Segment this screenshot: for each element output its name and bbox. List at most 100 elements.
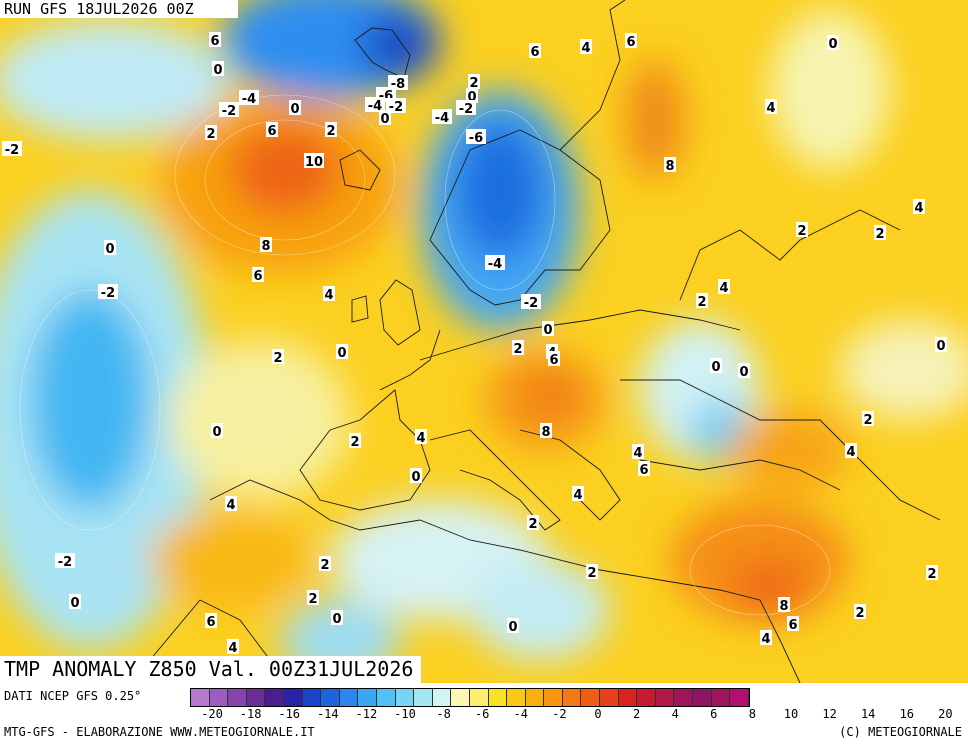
- svg-text:6: 6: [267, 124, 276, 139]
- anomaly-label: 2: [468, 74, 480, 91]
- colorbar-tick-label: 10: [783, 707, 799, 721]
- map-title: TMP ANOMALY Z850 Val. 00Z31JUL2026: [0, 656, 422, 683]
- svg-text:-2: -2: [524, 296, 538, 311]
- svg-text:6: 6: [253, 269, 262, 284]
- svg-text:6: 6: [788, 618, 797, 633]
- svg-text:4: 4: [416, 431, 425, 446]
- colorbar-tick-label: -2: [552, 707, 567, 721]
- svg-text:-2: -2: [58, 555, 72, 570]
- svg-text:-2: -2: [5, 143, 19, 158]
- svg-text:4: 4: [324, 288, 333, 303]
- colorbar-tick-label: 14: [860, 707, 876, 721]
- svg-text:0: 0: [739, 365, 748, 380]
- svg-text:2: 2: [528, 517, 537, 532]
- anomaly-label: 2: [586, 564, 598, 581]
- anomaly-label: -4: [432, 109, 452, 126]
- svg-text:2: 2: [350, 435, 359, 450]
- anomaly-label: 4: [225, 496, 237, 513]
- svg-text:8: 8: [261, 239, 270, 254]
- colorbar-swatch: [395, 689, 415, 706]
- colorbar-tick-label: -8: [436, 707, 451, 721]
- svg-text:4: 4: [719, 281, 728, 296]
- anomaly-label: 4: [913, 199, 925, 216]
- anomaly-label: 6: [205, 613, 217, 630]
- anomaly-label: 0: [507, 618, 519, 635]
- svg-text:2: 2: [855, 606, 864, 621]
- anomaly-label: -6: [466, 129, 486, 146]
- svg-text:2: 2: [326, 124, 335, 139]
- anomaly-label: 0: [331, 610, 343, 627]
- colorbar-swatch: [693, 689, 712, 706]
- svg-text:10: 10: [305, 155, 323, 170]
- anomaly-label: 6: [787, 616, 799, 633]
- svg-text:0: 0: [508, 620, 517, 635]
- svg-text:4: 4: [581, 41, 590, 56]
- colorbar-swatch: [655, 689, 675, 706]
- anomaly-label: -2: [55, 553, 75, 570]
- anomaly-label: 2: [319, 556, 331, 573]
- anomaly-label: 2: [527, 515, 539, 532]
- colorbar-tick-label: -18: [239, 707, 262, 721]
- anomaly-label: 4: [572, 486, 584, 503]
- anomaly-label: 4: [580, 39, 592, 56]
- colorbar-swatch: [358, 689, 377, 706]
- colorbar-swatch: [674, 689, 694, 706]
- colorbar-swatch: [618, 689, 638, 706]
- anomaly-label: 0: [542, 321, 554, 338]
- svg-text:8: 8: [541, 425, 550, 440]
- colorbar-tick-label: 8: [748, 707, 757, 721]
- svg-text:0: 0: [105, 242, 114, 257]
- svg-text:4: 4: [573, 488, 582, 503]
- anomaly-label: 0: [935, 337, 947, 354]
- anomaly-label: 0: [69, 594, 81, 611]
- colorbar-tick-label: 6: [710, 707, 718, 721]
- colorbar-tick-label: 4: [671, 707, 679, 721]
- colorbar-tick-label: 12: [822, 707, 837, 721]
- svg-text:0: 0: [213, 63, 222, 78]
- svg-text:0: 0: [290, 102, 299, 117]
- svg-text:6: 6: [626, 35, 635, 50]
- svg-text:0: 0: [380, 112, 389, 127]
- anomaly-label: 0: [738, 363, 750, 380]
- credit-text: MTG-GFS - ELABORAZIONE WWW.METEOGIORNALE…: [4, 725, 315, 739]
- colorbar-swatch: [246, 689, 266, 706]
- colorbar-tick-label: -20: [201, 707, 223, 721]
- colorbar-swatch: [209, 689, 229, 706]
- colorbar-tick-label: -6: [474, 707, 490, 721]
- anomaly-label: 6: [266, 122, 278, 139]
- anomaly-label: 6: [638, 461, 650, 478]
- anomaly-label: -2: [2, 141, 22, 158]
- colorbar-swatch: [600, 689, 619, 706]
- colorbar-tick-label: 20: [938, 707, 953, 721]
- colorbar-swatch: [562, 689, 582, 706]
- svg-text:0: 0: [332, 612, 341, 627]
- anomaly-label: -2: [521, 294, 541, 311]
- svg-text:6: 6: [549, 353, 558, 368]
- colorbar-tick-label: -16: [278, 707, 301, 721]
- svg-text:4: 4: [766, 101, 775, 116]
- colorbar-tick-label: -4: [513, 707, 529, 721]
- svg-text:6: 6: [530, 45, 539, 60]
- colorbar-swatch: [581, 689, 601, 706]
- colorbar-labels: -20 -18 -16 -14 -12 -10 -8 -6 -4 -2 0 2 4 6 8 10 12 14 16 2…: [190, 707, 968, 723]
- svg-text:-2: -2: [222, 104, 236, 119]
- svg-text:2: 2: [273, 351, 282, 366]
- svg-text:-4: -4: [242, 92, 256, 107]
- anomaly-label: 6: [529, 43, 541, 60]
- anomaly-label: 2: [696, 293, 708, 310]
- svg-text:-4: -4: [488, 257, 502, 272]
- svg-text:-6: -6: [469, 131, 483, 146]
- svg-text:2: 2: [513, 342, 522, 357]
- svg-text:0: 0: [212, 425, 221, 440]
- anomaly-label: -2: [98, 284, 118, 301]
- svg-text:2: 2: [863, 413, 872, 428]
- svg-text:8: 8: [665, 159, 674, 174]
- svg-text:0: 0: [411, 470, 420, 485]
- colorbar-swatch: [302, 689, 322, 706]
- svg-text:-4: -4: [435, 111, 449, 126]
- svg-text:4: 4: [226, 498, 235, 513]
- colorbar-tick-label: -14: [316, 707, 339, 721]
- colorbar-swatch: [265, 689, 284, 706]
- anomaly-label: 2: [926, 565, 938, 582]
